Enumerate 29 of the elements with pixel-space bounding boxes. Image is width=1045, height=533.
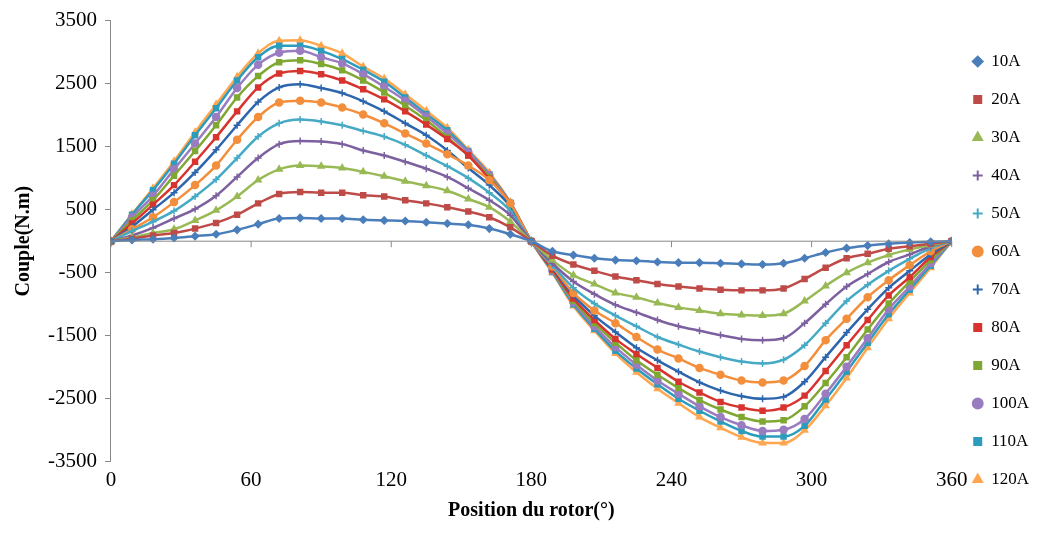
x-tick-label: 180 <box>515 466 548 491</box>
x-tick-label: 120 <box>375 466 407 491</box>
legend-label: 100A <box>991 392 1030 412</box>
legend-label: 40A <box>991 164 1022 184</box>
x-tick-label: 300 <box>795 466 828 491</box>
y-tick-label: -3500 <box>47 448 97 473</box>
legend-label: 80A <box>991 316 1022 336</box>
y-tick-label: -2500 <box>47 385 97 410</box>
legend-label: 10A <box>991 50 1022 70</box>
x-tick-label: 360 <box>935 466 968 491</box>
x-tick-label: 0 <box>105 466 117 491</box>
x-tick-label: 60 <box>240 466 262 491</box>
legend-label: 20A <box>991 88 1022 108</box>
y-tick-label: -500 <box>58 259 97 284</box>
legend-label: 30A <box>991 126 1022 146</box>
legend-label: 110A <box>991 430 1030 450</box>
legend-label: 60A <box>991 240 1022 260</box>
y-tick-label: 500 <box>65 196 97 221</box>
y-tick-label: 1500 <box>54 133 97 158</box>
x-tick-label: 240 <box>655 466 688 491</box>
legend-label: 120A <box>991 468 1030 488</box>
legend-label: 70A <box>991 278 1022 298</box>
y-axis-title: Couple(N.m) <box>11 185 35 297</box>
legend-label: 50A <box>991 202 1022 222</box>
y-tick-label: -1500 <box>47 322 97 347</box>
legend-label: 90A <box>991 354 1022 374</box>
x-axis-title: Position du rotor(°) <box>448 498 615 522</box>
y-tick-label: 2500 <box>54 70 97 95</box>
y-tick-label: 3500 <box>54 7 97 32</box>
